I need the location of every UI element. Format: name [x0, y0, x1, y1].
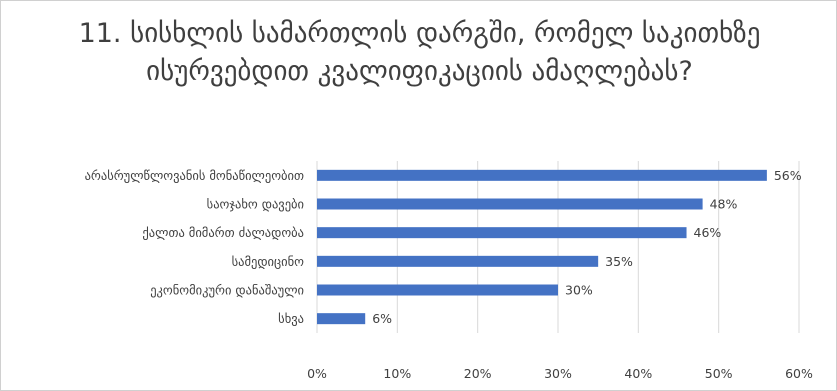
- category-label: სხვა: [278, 311, 304, 326]
- x-tick-label: 40%: [624, 366, 652, 381]
- category-label: არასრულწლოვანის მონაწილეობით: [85, 168, 304, 183]
- x-tick-label: 20%: [464, 366, 492, 381]
- x-tick-label: 10%: [383, 366, 411, 381]
- value-label: 35%: [605, 254, 633, 269]
- bars: [317, 169, 767, 325]
- category-label: სამედიცინო: [232, 254, 305, 269]
- value-label: 46%: [694, 225, 722, 240]
- value-label: 56%: [774, 168, 802, 183]
- x-tick-label: 30%: [544, 366, 572, 381]
- bar: [317, 198, 703, 210]
- bar: [317, 313, 366, 325]
- x-tick-label: 0%: [307, 366, 327, 381]
- bar: [317, 169, 767, 181]
- value-label: 6%: [372, 311, 392, 326]
- x-tick-label: 60%: [785, 366, 813, 381]
- bar: [317, 255, 599, 267]
- chart-title: 11. სისხლის სამართლის დარგში, რომელ საკი…: [78, 18, 761, 87]
- category-label: ეკონომიკური დანაშაული: [150, 283, 304, 298]
- bar: [317, 227, 687, 239]
- bar: [317, 284, 558, 296]
- category-label: საოჯახო დავები: [207, 197, 304, 212]
- category-label: ქალთა მიმართ ძალადობა: [142, 225, 304, 240]
- x-tick-labels: 0% 10% 20% 30% 40% 50% 60%: [307, 366, 813, 381]
- value-label: 48%: [710, 197, 738, 212]
- x-tick-label: 50%: [705, 366, 733, 381]
- value-labels: 56% 48% 46% 35% 30% 6%: [372, 168, 802, 326]
- value-label: 30%: [565, 283, 593, 298]
- category-labels: არასრულწლოვანის მონაწილეობით საოჯახო დავე…: [85, 168, 305, 326]
- gridlines: [316, 161, 800, 333]
